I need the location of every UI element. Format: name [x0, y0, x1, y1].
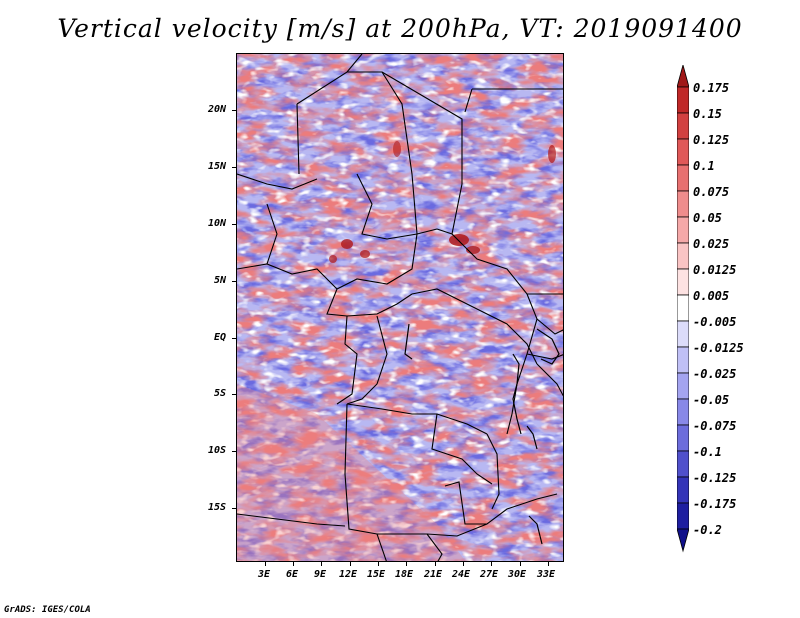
- political-borders: [237, 54, 563, 561]
- lon-tick: [265, 562, 266, 566]
- colorbar-label: 0.15: [693, 107, 722, 121]
- colorbar-label: -0.125: [693, 471, 737, 485]
- lat-tick: [232, 451, 236, 452]
- colorbar-segment: [677, 398, 689, 426]
- colorbar-segment: [677, 138, 689, 166]
- colorbar-label: 0.005: [693, 289, 730, 303]
- colorbar-segment: [677, 86, 689, 114]
- colorbar-label: 0.05: [693, 211, 722, 225]
- lat-tick: [232, 281, 236, 282]
- lon-tick: [435, 562, 436, 566]
- colorbar-label: 0.075: [693, 185, 730, 199]
- lon-tick: [293, 562, 294, 566]
- lake-outlines: [404, 323, 560, 545]
- chart-title: Vertical velocity [m/s] at 200hPa, VT: 2…: [57, 14, 743, 43]
- colorbar-label: -0.2: [693, 523, 722, 537]
- updraft-cells: [329, 141, 556, 263]
- colorbar-segment: [677, 320, 689, 348]
- colorbar-label: -0.175: [693, 497, 737, 511]
- colorbar-label: 0.025: [693, 237, 730, 251]
- lon-label-33e: 33E: [537, 569, 556, 580]
- lon-label-18e: 18E: [395, 569, 414, 580]
- lat-tick: [232, 110, 236, 111]
- colorbar-segment: [677, 65, 689, 88]
- colorbar-label: -0.075: [693, 419, 737, 433]
- colorbar-segment: [677, 242, 689, 270]
- lon-tick: [321, 562, 322, 566]
- colorbar-segment: [677, 372, 689, 400]
- field-neutral-layer: [237, 54, 563, 561]
- colorbar-segment: [677, 528, 689, 553]
- lat-tick: [232, 394, 236, 395]
- lat-label-5n: 5N: [214, 275, 227, 286]
- lon-label-30e: 30E: [508, 569, 527, 580]
- lat-tick: [232, 338, 236, 339]
- lon-tick: [463, 562, 464, 566]
- colorbar-segment: [677, 190, 689, 218]
- lon-label-15e: 15E: [367, 569, 386, 580]
- lat-label-10n: 10N: [208, 218, 227, 229]
- lon-label-6e: 6E: [286, 569, 299, 580]
- colorbar-segment: [677, 476, 689, 504]
- colorbar-label: -0.1: [693, 445, 722, 459]
- lat-label-10s: 10S: [208, 445, 227, 456]
- lat-tick: [232, 508, 236, 509]
- colorbar-label: 0.1: [693, 159, 715, 173]
- lon-tick: [491, 562, 492, 566]
- colorbar-label: -0.0125: [693, 341, 744, 355]
- colorbar-segment: [677, 424, 689, 452]
- grads-credit: GrADS: IGES/COLA: [4, 605, 91, 615]
- colorbar: [677, 65, 689, 553]
- colorbar-segment: [677, 502, 689, 530]
- lat-label-15s: 15S: [208, 502, 227, 513]
- lon-tick: [548, 562, 549, 566]
- lon-tick: [406, 562, 407, 566]
- colorbar-segment: [677, 164, 689, 192]
- colorbar-segment: [677, 450, 689, 478]
- lat-tick: [232, 224, 236, 225]
- colorbar-label: -0.005: [693, 315, 737, 329]
- velocity-map: [236, 53, 564, 562]
- lat-label-5s: 5S: [214, 388, 227, 399]
- colorbar-segment: [677, 112, 689, 140]
- colorbar-segment: [677, 268, 689, 296]
- lon-label-9e: 9E: [314, 569, 327, 580]
- colorbar-label: 0.0125: [693, 263, 737, 277]
- lon-tick: [520, 562, 521, 566]
- lon-label-12e: 12E: [339, 569, 358, 580]
- lon-tick: [350, 562, 351, 566]
- lat-label-20n: 20N: [208, 104, 227, 115]
- lat-tick: [232, 167, 236, 168]
- lon-label-24e: 24E: [452, 569, 471, 580]
- lon-label-3e: 3E: [258, 569, 271, 580]
- colorbar-label: 0.175: [693, 81, 730, 95]
- colorbar-label: -0.025: [693, 367, 737, 381]
- southern-positive-band: [237, 384, 466, 561]
- colorbar-segment: [677, 294, 689, 322]
- colorbar-label: 0.125: [693, 133, 730, 147]
- colorbar-segment: [677, 346, 689, 374]
- lon-label-27e: 27E: [480, 569, 499, 580]
- lon-label-21e: 21E: [424, 569, 443, 580]
- lat-label-15n: 15N: [208, 161, 227, 172]
- lon-tick: [378, 562, 379, 566]
- colorbar-label: -0.05: [693, 393, 730, 407]
- colorbar-segment: [677, 216, 689, 244]
- lat-label-eq: EQ: [214, 332, 227, 343]
